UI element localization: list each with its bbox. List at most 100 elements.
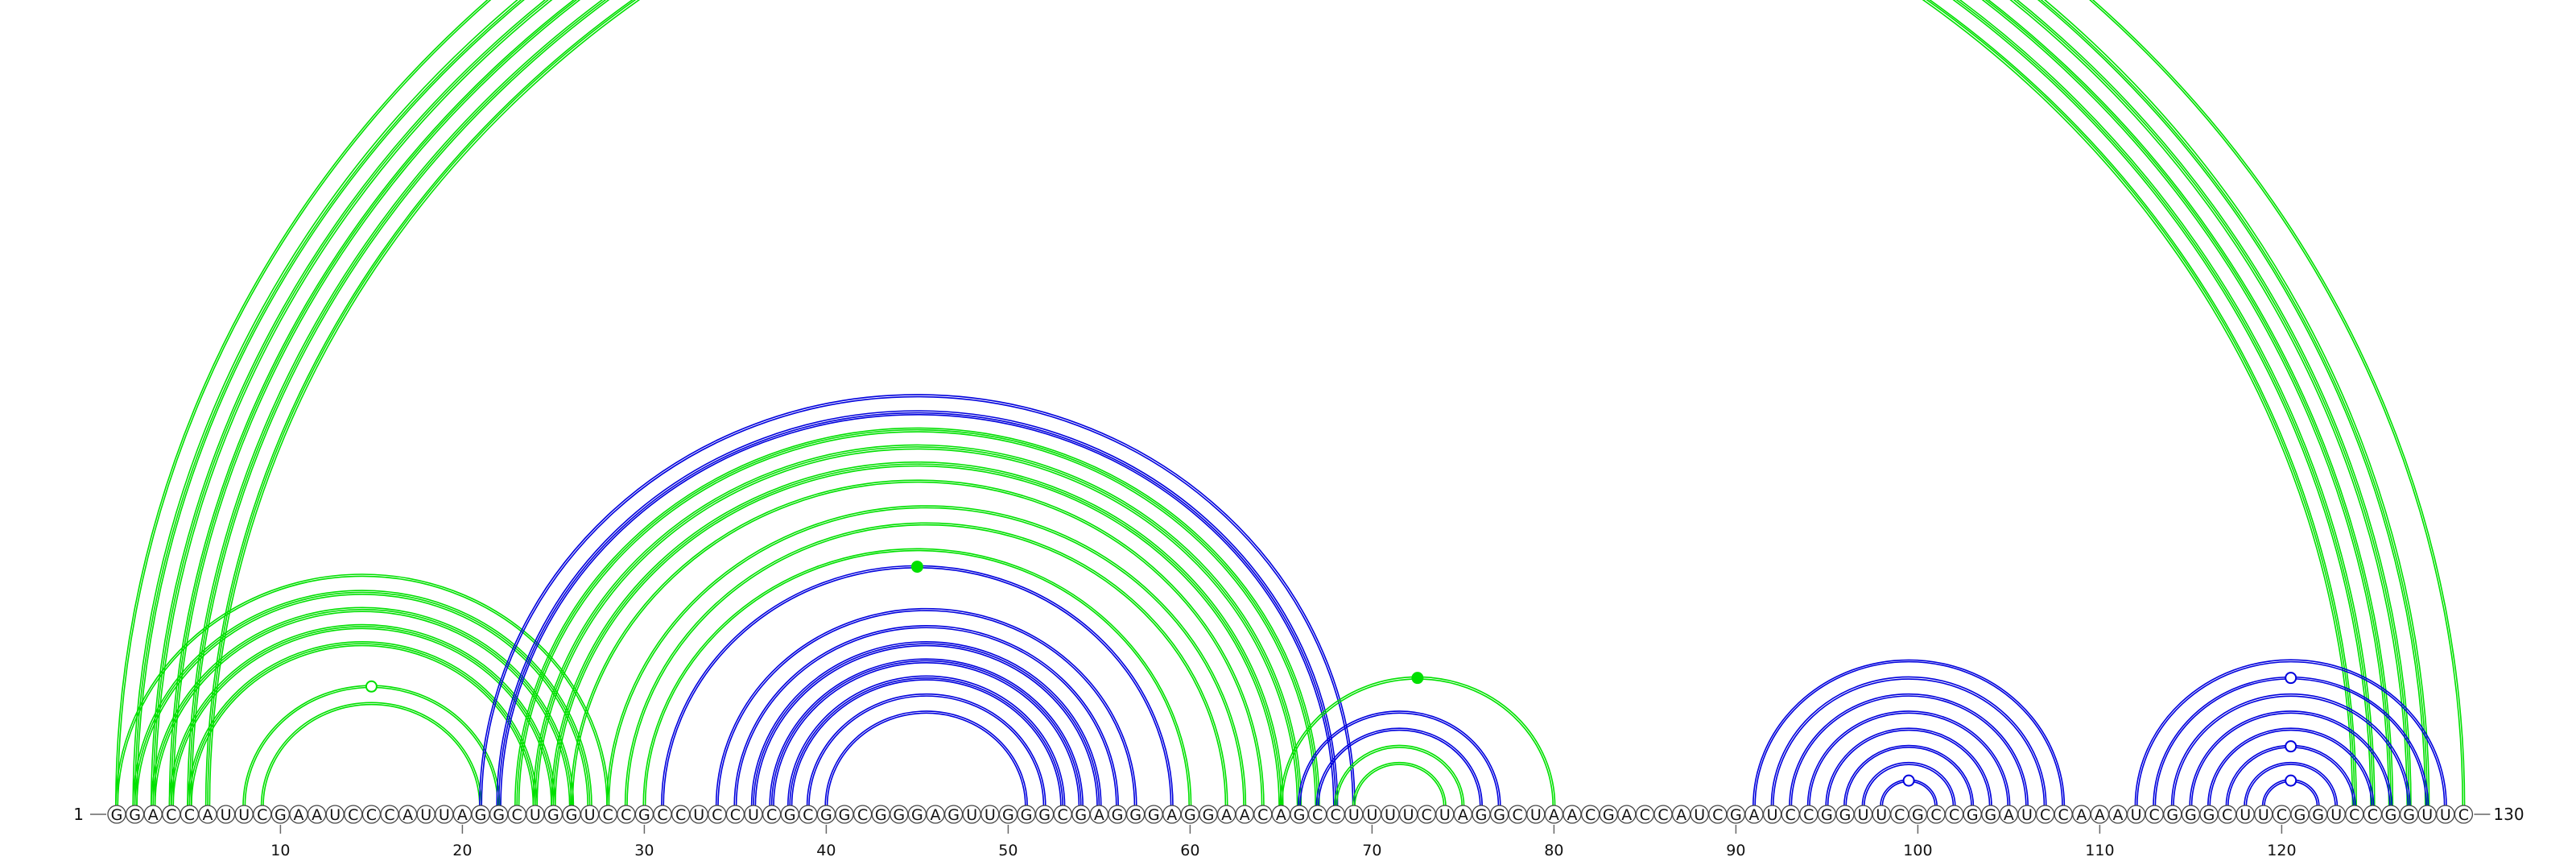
nucleotide: C bbox=[2272, 805, 2292, 824]
nucleotide-letter: C bbox=[1930, 806, 1941, 824]
nucleotide-letter: G bbox=[1984, 806, 1996, 824]
nucleotide-letter: U bbox=[439, 806, 450, 824]
arc-1-130 bbox=[115, 0, 2466, 807]
nucleotide-letter: U bbox=[221, 806, 232, 824]
nucleotide: U bbox=[1362, 805, 1382, 824]
tick-label: 50 bbox=[998, 842, 1018, 857]
nucleotide: U bbox=[1398, 805, 1418, 824]
arc-24-66 bbox=[535, 446, 1300, 807]
nucleotide-letter: G bbox=[1021, 806, 1033, 824]
nucleotide-letter: C bbox=[2349, 806, 2359, 824]
nucleotide-letter: C bbox=[2040, 806, 2050, 824]
arc-22-68 bbox=[496, 410, 1339, 807]
nucleotide: G bbox=[890, 805, 909, 824]
arc-marker-98-101 bbox=[1902, 774, 1915, 787]
arc-5-24 bbox=[188, 643, 536, 807]
nucleotide-letter: C bbox=[1058, 806, 1068, 824]
arc-9-21 bbox=[262, 703, 481, 807]
end-label: 130 bbox=[2493, 805, 2524, 824]
nucleotide: G bbox=[2290, 805, 2310, 824]
arc-3-127 bbox=[151, 0, 2412, 807]
nucleotide: G bbox=[2399, 805, 2419, 824]
arc-39-52 bbox=[806, 693, 1046, 807]
nucleotide: U bbox=[416, 805, 436, 824]
nucleotide-letter: C bbox=[1785, 806, 1796, 824]
arc-30-60 bbox=[644, 549, 1190, 807]
arc-40-51 bbox=[826, 712, 1026, 807]
nucleotide-letter: C bbox=[512, 806, 522, 824]
nucleotide: U bbox=[962, 805, 981, 824]
nucleotide: G bbox=[2308, 805, 2328, 824]
nucleotide-letter: C bbox=[2368, 806, 2378, 824]
nucleotide: G bbox=[1472, 805, 1491, 824]
arc-26-64 bbox=[572, 481, 1263, 807]
nucleotide: G bbox=[780, 805, 799, 824]
nucleotide: C bbox=[2454, 805, 2474, 824]
arc-29-62 bbox=[626, 524, 1227, 807]
nucleotide: U bbox=[216, 805, 236, 824]
nucleotide-letter: A bbox=[1166, 806, 1177, 824]
arc-2-128 bbox=[134, 0, 2428, 807]
nucleotide: G bbox=[1817, 805, 1837, 824]
nucleotide: U bbox=[580, 805, 600, 824]
arc-38-53 bbox=[789, 677, 1063, 807]
arc-96-103 bbox=[1843, 744, 1975, 807]
arc-116-125 bbox=[2207, 727, 2375, 807]
nucleotide-letter: C bbox=[2058, 806, 2069, 824]
nucleotide: A bbox=[1216, 805, 1236, 824]
nucleotide-letter: A bbox=[312, 806, 322, 824]
nucleotide: U bbox=[1690, 805, 1709, 824]
nucleotide: C bbox=[2145, 805, 2164, 824]
nucleotide-letter: A bbox=[1094, 806, 1104, 824]
arc-112-129 bbox=[2136, 660, 2446, 807]
arc-1-28 bbox=[115, 573, 610, 807]
arc-3-127 bbox=[152, 0, 2410, 807]
nucleotide: C bbox=[598, 805, 617, 824]
arc-94-105 bbox=[1806, 710, 2011, 807]
arc-67-76 bbox=[1318, 729, 1481, 807]
tick-label: 10 bbox=[270, 842, 290, 857]
nucleotide: A bbox=[1617, 805, 1637, 824]
arc-5-125 bbox=[188, 0, 2374, 807]
nucleotide: C bbox=[1890, 805, 1909, 824]
nucleotide-letter: U bbox=[1767, 806, 1778, 824]
nucleotide: A bbox=[289, 805, 308, 824]
nucleotide: G bbox=[1017, 805, 1036, 824]
nucleotide-letter: G bbox=[893, 806, 905, 824]
nucleotide: A bbox=[1671, 805, 1691, 824]
nucleotide-letter: C bbox=[766, 806, 777, 824]
nucleotide-letter: C bbox=[348, 806, 358, 824]
tick-label: 110 bbox=[2085, 842, 2114, 857]
nucleotide-letter: A bbox=[148, 806, 159, 824]
arc-97-102 bbox=[1864, 764, 1955, 807]
nucleotide-letter: C bbox=[603, 806, 613, 824]
nucleotide-letter: G bbox=[820, 806, 832, 824]
nucleotide-letter: U bbox=[1348, 806, 1360, 824]
arc-marker-117-124 bbox=[2285, 740, 2297, 753]
arc-2-27 bbox=[132, 590, 592, 807]
arc-6-124 bbox=[207, 0, 2355, 807]
arc-66-77 bbox=[1298, 710, 1501, 807]
nucleotide-letter: A bbox=[1567, 806, 1578, 824]
arc-4-126 bbox=[171, 0, 2392, 807]
nucleotide-letter: G bbox=[2294, 806, 2306, 824]
nucleotide: G bbox=[2199, 805, 2219, 824]
nucleotide-letter: G bbox=[275, 806, 287, 824]
nucleotide-letter: G bbox=[111, 806, 123, 824]
arc-96-103 bbox=[1845, 747, 1972, 807]
nucleotide: A bbox=[143, 805, 163, 824]
arc-21-69 bbox=[479, 394, 1356, 807]
nucleotide: U bbox=[2417, 805, 2437, 824]
nucleotide-letter: G bbox=[638, 806, 650, 824]
arc-24-66 bbox=[536, 448, 1298, 807]
nucleotide: G bbox=[943, 805, 964, 824]
nucleotide-letter: C bbox=[1949, 806, 1959, 824]
arc-95-104 bbox=[1825, 727, 1992, 807]
nucleotide: G bbox=[1290, 805, 1309, 824]
tick-label: 30 bbox=[634, 842, 654, 857]
arc-118-123 bbox=[2244, 761, 2339, 807]
arc-66-77 bbox=[1299, 712, 1500, 807]
nucleotide-letter: C bbox=[1331, 806, 1341, 824]
nucleotide-letter: U bbox=[329, 806, 341, 824]
arc-5-24 bbox=[191, 644, 535, 807]
